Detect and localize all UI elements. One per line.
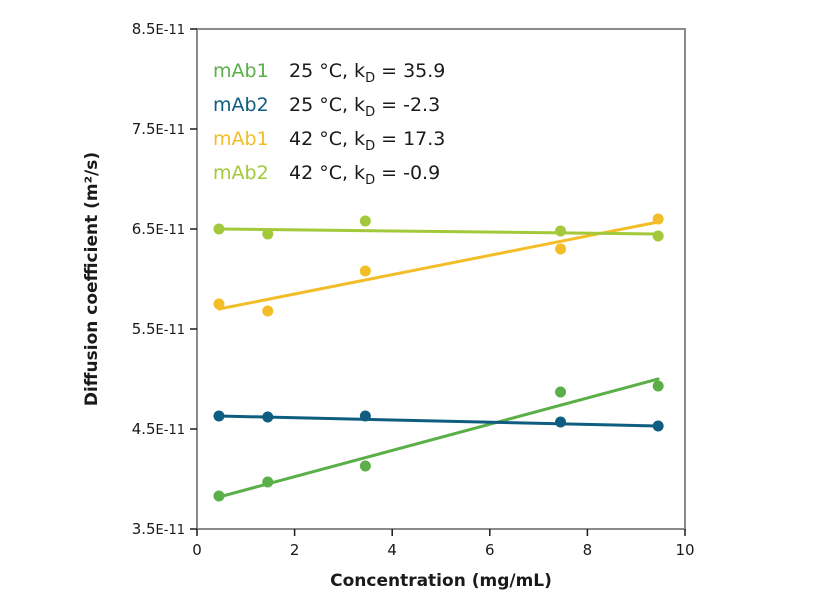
legend-series-desc: 25 °C, kD = 35.9 bbox=[289, 60, 445, 86]
x-axis-ticks: 0 2 4 6 8 10 bbox=[192, 529, 695, 559]
y-tick-exponent: E-11 bbox=[156, 223, 185, 238]
y-tick-label: 5.5E-11 bbox=[132, 320, 185, 338]
y-tick-exponent: E-11 bbox=[156, 523, 185, 538]
y-tick-label: 7.5E-11 bbox=[132, 120, 185, 138]
data-point-series-0 bbox=[652, 380, 664, 392]
data-point-series-1 bbox=[262, 411, 274, 423]
y-axis-ticks: 3.5E-114.5E-115.5E-116.5E-117.5E-118.5E-… bbox=[132, 20, 197, 538]
legend-subscript: D bbox=[365, 105, 375, 120]
legend-series-name: mAb1 bbox=[213, 128, 269, 150]
data-points bbox=[213, 213, 664, 502]
data-point-series-1 bbox=[213, 410, 225, 422]
y-tick-base: 3.5 bbox=[132, 520, 156, 538]
y-tick-exponent: E-11 bbox=[156, 323, 185, 338]
x-tick-label: 0 bbox=[192, 541, 202, 559]
legend-kd-value: = -2.3 bbox=[375, 94, 440, 116]
legend-condition: 42 °C, k bbox=[289, 128, 365, 150]
data-point-series-1 bbox=[652, 420, 664, 432]
y-tick-label: 4.5E-11 bbox=[132, 420, 185, 438]
fit-line-series-0 bbox=[217, 377, 660, 499]
x-tick-label: 8 bbox=[583, 541, 593, 559]
y-tick-exponent: E-11 bbox=[156, 123, 185, 138]
data-point-series-0 bbox=[262, 476, 274, 488]
y-tick-base: 8.5 bbox=[132, 20, 156, 38]
data-point-series-3 bbox=[652, 230, 664, 242]
data-point-series-1 bbox=[555, 416, 567, 428]
legend-condition: 25 °C, k bbox=[289, 94, 365, 116]
legend-series-name: mAb2 bbox=[213, 162, 269, 184]
x-tick-label: 2 bbox=[290, 541, 300, 559]
data-point-series-2 bbox=[213, 298, 225, 310]
legend-condition: 42 °C, k bbox=[289, 162, 365, 184]
plot-frame bbox=[196, 28, 686, 530]
data-point-series-0 bbox=[555, 386, 567, 398]
y-tick-label: 8.5E-11 bbox=[132, 20, 185, 38]
data-point-series-3 bbox=[555, 225, 567, 237]
legend-subscript: D bbox=[365, 71, 375, 86]
data-point-series-2 bbox=[262, 305, 274, 317]
fit-line-series-2 bbox=[217, 220, 660, 311]
y-tick-exponent: E-11 bbox=[156, 423, 185, 438]
data-point-series-0 bbox=[213, 490, 225, 502]
data-point-series-2 bbox=[555, 243, 567, 255]
legend-series-name: mAb1 bbox=[213, 60, 269, 82]
fit-lines bbox=[217, 220, 660, 499]
data-point-series-2 bbox=[652, 213, 664, 225]
legend-kd-value: = 35.9 bbox=[375, 60, 445, 82]
data-point-series-3 bbox=[359, 215, 371, 227]
data-point-series-3 bbox=[262, 228, 274, 240]
x-tick-label: 10 bbox=[675, 541, 694, 559]
y-tick-base: 7.5 bbox=[132, 120, 156, 138]
data-point-series-0 bbox=[359, 460, 371, 472]
legend-series-desc: 42 °C, kD = -0.9 bbox=[289, 162, 440, 188]
y-axis-title: Diffusion coefficient (m²/s) bbox=[82, 152, 102, 406]
data-point-series-1 bbox=[359, 410, 371, 422]
legend-series-desc: 25 °C, kD = -2.3 bbox=[289, 94, 440, 120]
fit-line-series-3 bbox=[217, 227, 660, 236]
data-point-series-3 bbox=[213, 223, 225, 235]
legend-condition: 25 °C, k bbox=[289, 60, 365, 82]
x-tick-label: 4 bbox=[387, 541, 397, 559]
y-tick-base: 5.5 bbox=[132, 320, 156, 338]
data-point-series-2 bbox=[359, 265, 371, 277]
x-axis-title: Concentration (mg/mL) bbox=[330, 571, 552, 591]
legend-kd-value: = -0.9 bbox=[375, 162, 440, 184]
y-tick-label: 6.5E-11 bbox=[132, 220, 185, 238]
legend-subscript: D bbox=[365, 173, 375, 188]
y-tick-base: 4.5 bbox=[132, 420, 156, 438]
legend-series-desc: 42 °C, kD = 17.3 bbox=[289, 128, 445, 154]
y-tick-label: 3.5E-11 bbox=[132, 520, 185, 538]
fit-line-series-1 bbox=[217, 414, 660, 428]
y-tick-exponent: E-11 bbox=[156, 23, 185, 38]
legend-subscript: D bbox=[365, 139, 375, 154]
x-tick-label: 6 bbox=[485, 541, 495, 559]
legend-kd-value: = 17.3 bbox=[375, 128, 445, 150]
y-tick-base: 6.5 bbox=[132, 220, 156, 238]
legend-series-name: mAb2 bbox=[213, 94, 269, 116]
